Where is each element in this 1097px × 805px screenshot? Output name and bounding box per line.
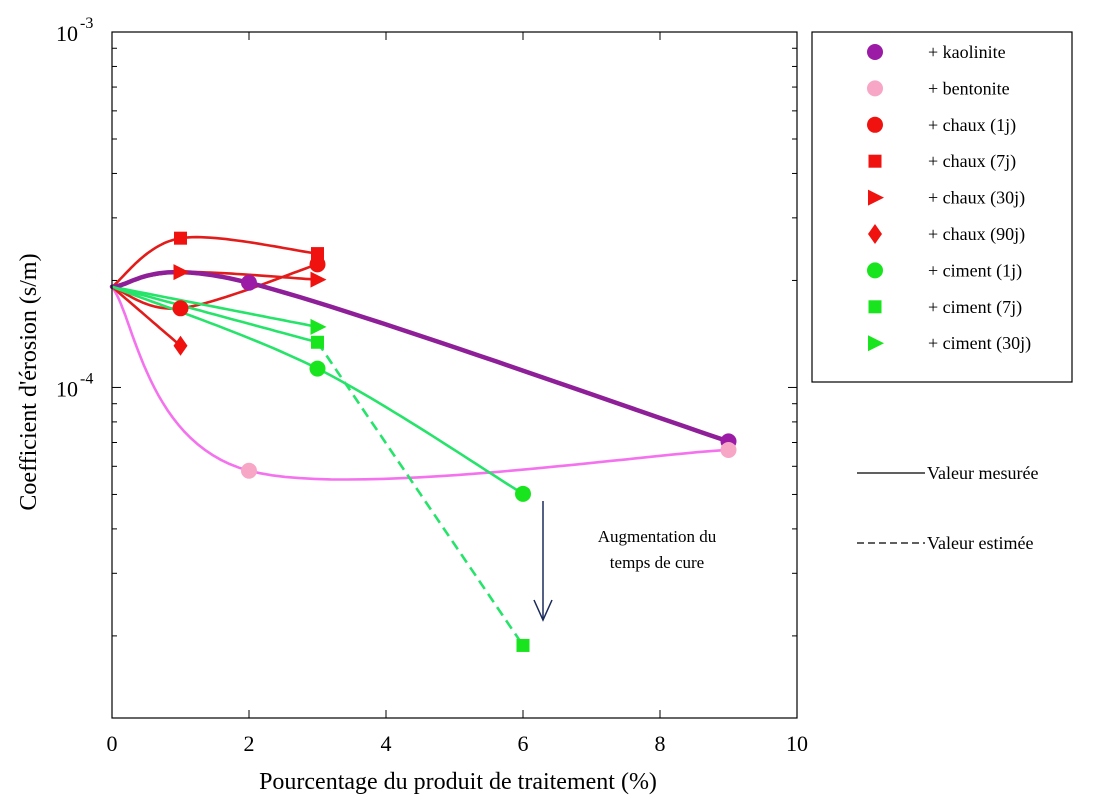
data-point xyxy=(309,256,326,273)
data-point xyxy=(173,264,190,281)
legend-label: + chaux (7j) xyxy=(928,151,1016,172)
data-point xyxy=(173,335,188,356)
legend-marker xyxy=(867,44,883,60)
data-point xyxy=(241,274,257,291)
legend-label: + kaolinite xyxy=(928,42,1006,62)
data-point xyxy=(311,247,324,261)
legend-label: + chaux (90j) xyxy=(928,224,1025,245)
legend-marker xyxy=(868,300,882,314)
data-point xyxy=(515,485,531,502)
curve-bentonite xyxy=(110,285,730,481)
legend-marker xyxy=(868,335,884,352)
data-point xyxy=(720,441,737,458)
data-point xyxy=(174,231,187,245)
data-markers xyxy=(172,231,737,652)
curve-chaux-1j xyxy=(110,263,319,310)
data-point xyxy=(516,638,530,652)
legend-label: + chaux (1j) xyxy=(928,115,1016,136)
dashed-line-label: Valeur estimée xyxy=(927,533,1033,553)
x-tick-label: 2 xyxy=(244,731,255,756)
legend-box xyxy=(811,31,1073,383)
data-point xyxy=(241,462,257,479)
fit-curves xyxy=(109,235,731,647)
x-tick-label: 10 xyxy=(786,731,808,756)
x-tick-label: 0 xyxy=(107,731,118,756)
legend-label: + ciment (30j) xyxy=(928,333,1031,354)
x-axis-label: Pourcentage du produit de traitement (%) xyxy=(259,769,657,795)
x-tick-label: 8 xyxy=(655,731,666,756)
legend-marker xyxy=(867,262,883,279)
data-point xyxy=(310,271,327,288)
annotation-arrow-head xyxy=(533,599,553,622)
annotation-line-1: Augmentation du xyxy=(598,527,717,546)
x-tick-label: 6 xyxy=(518,731,529,756)
data-point xyxy=(172,300,189,317)
curve-ciment-7j-measured xyxy=(111,285,318,344)
solid-line-label: Valeur mesurée xyxy=(927,463,1038,483)
legend-marker xyxy=(867,116,883,133)
y-tick-label-exponent: -4 xyxy=(80,370,93,387)
data-point xyxy=(311,335,324,349)
annotation-line-2: temps de cure xyxy=(610,553,704,572)
y-tick-label: 10 xyxy=(56,376,78,401)
legend: + kaolinite + bentonite + chaux (1j) + chau… xyxy=(811,31,1073,383)
legend-marker xyxy=(868,224,882,244)
legend-label: + ciment (1j) xyxy=(928,260,1022,281)
legend-items: + kaolinite + bentonite + chaux (1j) + chau… xyxy=(867,42,1031,354)
legend-marker xyxy=(867,80,883,97)
legend-label: + ciment (7j) xyxy=(928,297,1022,318)
x-tick-label: 4 xyxy=(381,731,392,756)
data-point xyxy=(309,360,326,377)
curve-ciment-30j xyxy=(110,285,319,329)
y-axis-label: Coefficient d'érosion (s/m) xyxy=(16,253,42,510)
curve-ciment-7j-estimated xyxy=(316,341,525,647)
y-tick-label: 10 xyxy=(56,21,78,46)
annotation: Augmentation du temps de cure xyxy=(533,501,717,622)
curve-ciment-1j xyxy=(110,285,525,496)
curve-kaolinite xyxy=(109,269,731,444)
legend-label: + bentonite xyxy=(928,78,1010,98)
legend-marker xyxy=(868,189,884,206)
curve-chaux-90j xyxy=(110,285,182,348)
y-tick-label-exponent: -3 xyxy=(80,15,93,32)
plot-frame xyxy=(111,31,798,719)
legend-label: + chaux (30j) xyxy=(928,188,1025,209)
data-point xyxy=(310,318,327,335)
line-style-legend: Valeur mesurée Valeur estimée xyxy=(857,463,1038,553)
legend-marker xyxy=(868,154,882,168)
